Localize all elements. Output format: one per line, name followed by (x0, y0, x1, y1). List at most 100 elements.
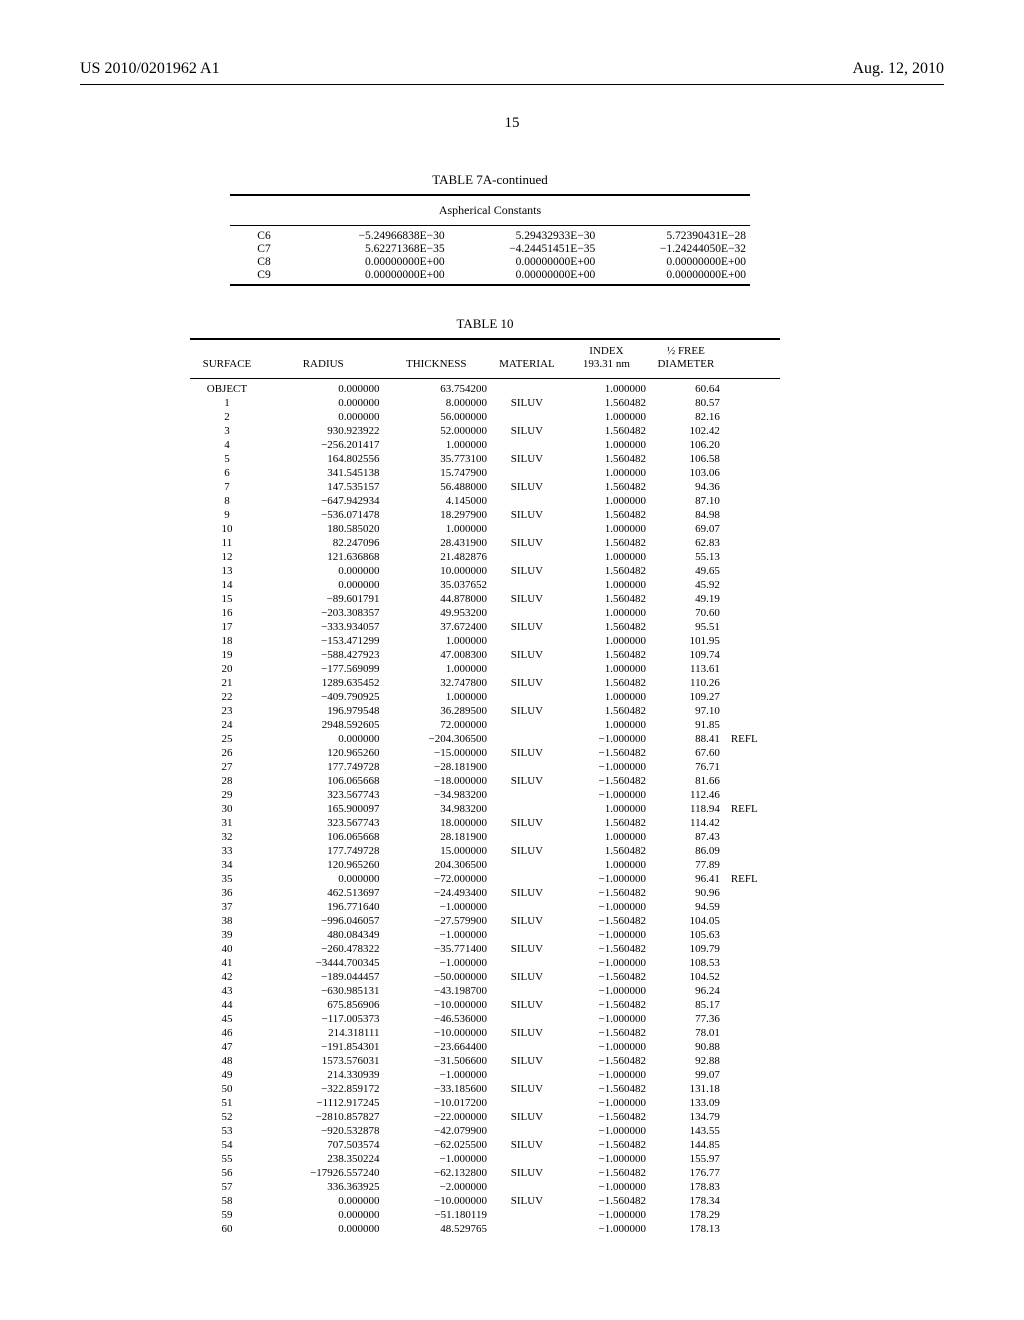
table-10-cell: 1.560482 (564, 537, 649, 551)
table-10-cell: 178.29 (649, 1209, 723, 1223)
table-10-cell: 63.754200 (383, 383, 490, 397)
table-10-cell: 1.000000 (383, 439, 490, 453)
table-10-cell: −1.000000 (564, 1125, 649, 1139)
table-10-cell: 103.06 (649, 467, 723, 481)
table-10-row: 7147.53515756.488000SILUV1.56048294.36 (190, 481, 780, 495)
table-10-cell: 94.59 (649, 901, 723, 915)
table-10-cell: 45 (190, 1013, 264, 1027)
table-10-cell: REFL (723, 803, 780, 817)
table-10-cell: 1.000000 (564, 579, 649, 593)
table-10-cell: 165.900097 (264, 803, 383, 817)
table-10-cell: 164.802556 (264, 453, 383, 467)
table-10-row: OBJECT0.00000063.7542001.00000060.64 (190, 383, 780, 397)
table-10-cell (723, 1223, 780, 1237)
table-10-cell (723, 453, 780, 467)
table-10-cell: SILUV (490, 593, 564, 607)
table-10-cell (723, 481, 780, 495)
table-10-cell: 35 (190, 873, 264, 887)
table-10-row: 28106.065668−18.000000SILUV−1.56048281.6… (190, 775, 780, 789)
table-10-cell: −117.005373 (264, 1013, 383, 1027)
table-10-cell: 323.567743 (264, 789, 383, 803)
table-10-cell: 15.747900 (383, 467, 490, 481)
table-10-cell: 26 (190, 747, 264, 761)
table-10-cell: 44 (190, 999, 264, 1013)
table-10-cell: 50 (190, 1083, 264, 1097)
table-7a-cell: 0.00000000E+00 (449, 255, 600, 268)
table-10-cell: SILUV (490, 537, 564, 551)
table-10-row: 45−117.005373−46.536000−1.00000077.36 (190, 1013, 780, 1027)
table-10-cell: −1.560482 (564, 1055, 649, 1069)
table-10-cell: −536.071478 (264, 509, 383, 523)
table-10-cell: 32 (190, 831, 264, 845)
table-10-cell: 178.13 (649, 1223, 723, 1237)
table-10-cell: 196.771640 (264, 901, 383, 915)
table-10-cell: 42 (190, 971, 264, 985)
table-10-row: 8−647.9429344.1450001.00000087.10 (190, 495, 780, 509)
table-10-cell (723, 887, 780, 901)
table-10-cell: 76.71 (649, 761, 723, 775)
table-10-cell: 96.41 (649, 873, 723, 887)
table-10-row: 50−322.859172−33.185600SILUV−1.560482131… (190, 1083, 780, 1097)
table-10-cell (723, 957, 780, 971)
table-10-row: 47−191.854301−23.664400−1.00000090.88 (190, 1041, 780, 1055)
table-10-cell: 114.42 (649, 817, 723, 831)
table-10-cell: REFL (723, 733, 780, 747)
table-10-cell: 108.53 (649, 957, 723, 971)
table-10-cell: SILUV (490, 1167, 564, 1181)
table-10-cell (723, 425, 780, 439)
table-10-cell: 1.000000 (564, 803, 649, 817)
table-10-cell: −1.560482 (564, 1167, 649, 1181)
table-10-row: 57336.363925−2.000000−1.000000178.83 (190, 1181, 780, 1195)
table-10-cell: 18.000000 (383, 817, 490, 831)
table-10-cell: 1.000000 (564, 859, 649, 873)
table-10-cell: −996.046057 (264, 915, 383, 929)
table-10-cell: −1.000000 (564, 901, 649, 915)
table-10-cell: 44.878000 (383, 593, 490, 607)
table-10-row: 34120.965260204.3065001.00000077.89 (190, 859, 780, 873)
table-10-cell: 94.36 (649, 481, 723, 495)
table-10-cell: −10.000000 (383, 999, 490, 1013)
table-10-cell (490, 985, 564, 999)
table-10-cell: 18 (190, 635, 264, 649)
table-10-row: 350.000000−72.000000−1.00000096.41REFL (190, 873, 780, 887)
table-10-cell: 69.07 (649, 523, 723, 537)
table-10-cell (723, 817, 780, 831)
table-10-cell (723, 901, 780, 915)
table-10-cell: 36 (190, 887, 264, 901)
table-10-cell: −1.000000 (564, 1223, 649, 1237)
table-10-row: 49214.330939−1.000000−1.00000099.07 (190, 1069, 780, 1083)
table-10-cell: 238.350224 (264, 1153, 383, 1167)
table-10-cell: −1.560482 (564, 1083, 649, 1097)
table-10-cell (723, 747, 780, 761)
table-10-cell (723, 1139, 780, 1153)
table-10-cell: 54 (190, 1139, 264, 1153)
table-10-cell: SILUV (490, 649, 564, 663)
table-10-cell: 49.19 (649, 593, 723, 607)
table-10-cell: 52 (190, 1111, 264, 1125)
table-10-cell (490, 439, 564, 453)
table-10-row: 26120.965260−15.000000SILUV−1.56048267.6… (190, 747, 780, 761)
table-10-cell: 104.05 (649, 915, 723, 929)
table-10-cell: 45.92 (649, 579, 723, 593)
table-10-cell: −191.854301 (264, 1041, 383, 1055)
table-10-cell: −43.198700 (383, 985, 490, 999)
table-10-cell: 106.58 (649, 453, 723, 467)
table-10-cell: 196.979548 (264, 705, 383, 719)
table-10-cell: 37.672400 (383, 621, 490, 635)
table-10-cell: 3 (190, 425, 264, 439)
table-10-cell (490, 789, 564, 803)
table-7a-cell: C6 (230, 229, 298, 242)
table-10-cell: 214.330939 (264, 1069, 383, 1083)
table-10-cell: SILUV (490, 453, 564, 467)
table-7a-cell: C9 (230, 268, 298, 281)
table-10-cell (723, 1041, 780, 1055)
table-10-cell (490, 383, 564, 397)
table-10-cell (723, 621, 780, 635)
table-10-cell: 21 (190, 677, 264, 691)
table-10-cell: 1.000000 (564, 691, 649, 705)
table-10-cell: −17926.557240 (264, 1167, 383, 1181)
table-10-cell (723, 649, 780, 663)
table-10-cell: 86.09 (649, 845, 723, 859)
table-10-cell (490, 733, 564, 747)
table-10-cell (723, 789, 780, 803)
